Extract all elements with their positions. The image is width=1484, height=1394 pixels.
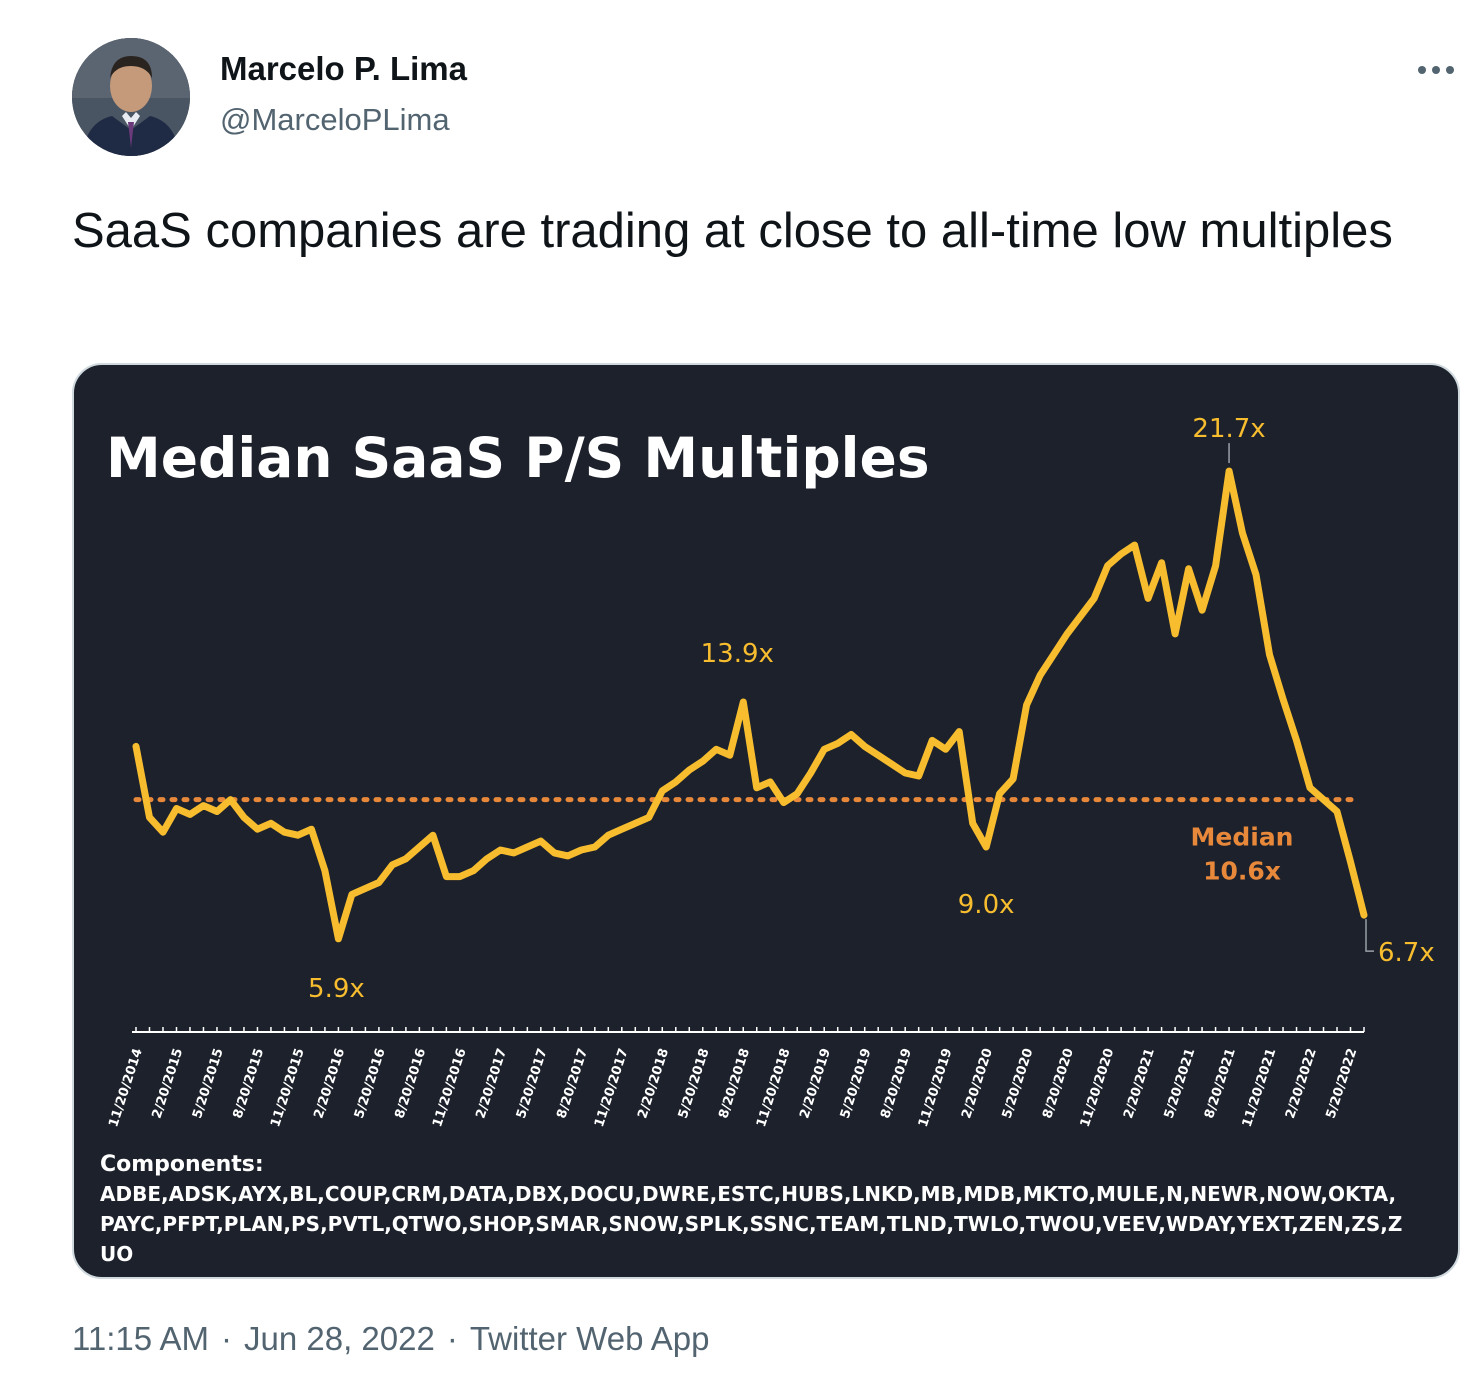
x-tick-label: 5/20/2019	[838, 1047, 875, 1121]
median-label: Median	[1191, 823, 1294, 852]
tweet-media-chart[interactable]: Median SaaS P/S Multiples 5.9x 13.9x 9.0x 2…	[72, 363, 1460, 1279]
x-tick-label: 11/20/2015	[268, 1047, 308, 1129]
x-tick-label: 2/20/2021	[1121, 1047, 1158, 1121]
annotations: 5.9x 13.9x 9.0x 21.7x 6.7x	[308, 414, 1435, 1004]
components-line-3: UO	[100, 1242, 133, 1266]
x-tick-label: 5/20/2018	[676, 1047, 713, 1121]
chart-svg: Median SaaS P/S Multiples 5.9x 13.9x 9.0x 2…	[100, 414, 1435, 1266]
x-tick-label: 8/20/2020	[1040, 1047, 1077, 1121]
components-line-1: ADBE,ADSK,AYX,BL,COUP,CRM,DATA,DBX,DOCU,…	[100, 1182, 1396, 1206]
data-label: 6.7x	[1378, 938, 1435, 968]
chart-title: Median SaaS P/S Multiples	[106, 426, 930, 490]
avatar[interactable]	[72, 38, 190, 156]
x-axis: 11/20/2014 2/20/2015 5/20/2015 8/20/2015 11/…	[106, 1027, 1365, 1129]
x-tick-label: 11/20/2016	[430, 1047, 470, 1129]
x-tick-label: 8/20/2019	[878, 1047, 915, 1121]
x-tick-label: 8/20/2021	[1202, 1047, 1239, 1121]
data-label: 13.9x	[701, 639, 774, 669]
x-tick-label: 2/20/2015	[150, 1047, 187, 1121]
x-tick-label: 11/20/2017	[592, 1047, 632, 1129]
data-label: 21.7x	[1192, 414, 1265, 444]
tweet-meta: 11:15 AM · Jun 28, 2022 · Twitter Web Ap…	[72, 1320, 710, 1358]
x-tick-label: 11/20/2019	[916, 1047, 956, 1129]
x-tick-label: 2/20/2018	[635, 1047, 672, 1121]
avatar-image	[72, 38, 190, 156]
author-name[interactable]: Marcelo P. Lima	[220, 50, 468, 87]
x-tick-label: 5/20/2016	[352, 1047, 389, 1121]
tweet-date[interactable]: Jun 28, 2022	[243, 1320, 435, 1357]
x-tick-label: 8/20/2018	[716, 1047, 753, 1121]
data-label: 9.0x	[958, 890, 1015, 920]
median-value-label: 10.6x	[1203, 857, 1281, 886]
x-tick-label: 2/20/2020	[959, 1047, 996, 1121]
separator-dot: ·	[220, 1320, 232, 1357]
more-horizontal-icon	[1418, 66, 1454, 74]
series-line	[132, 467, 1368, 943]
components-label: Components:	[100, 1152, 264, 1177]
x-tick-label: 5/20/2015	[190, 1047, 227, 1121]
x-tick-label: 11/20/2020	[1078, 1047, 1118, 1129]
x-tick-label: 8/20/2015	[230, 1047, 267, 1121]
x-tick-label: 5/20/2020	[1000, 1047, 1037, 1121]
x-tick-label: 5/20/2017	[514, 1047, 551, 1121]
x-tick-label: 5/20/2021	[1162, 1047, 1199, 1121]
tweet-text: SaaS companies are trading at close to a…	[72, 204, 1393, 258]
author-handle[interactable]: @MarceloPLima	[220, 102, 450, 137]
x-tick-label: 2/20/2017	[473, 1047, 510, 1121]
data-label: 5.9x	[308, 974, 365, 1004]
x-tick-label: 11/20/2014	[106, 1047, 146, 1129]
x-tick-label: 8/20/2017	[554, 1047, 591, 1121]
x-tick-label: 2/20/2022	[1283, 1047, 1320, 1121]
x-tick-label: 2/20/2016	[311, 1047, 348, 1121]
annotation-leader-line	[1365, 919, 1374, 952]
x-tick-label: 11/20/2018	[754, 1047, 794, 1129]
x-tick-label: 8/20/2016	[392, 1047, 429, 1121]
tweet-time[interactable]: 11:15 AM	[72, 1320, 209, 1357]
x-tick-label: 2/20/2019	[797, 1047, 834, 1121]
components-line-2: PAYC,PFPT,PLAN,PS,PVTL,QTWO,SHOP,SMAR,SN…	[100, 1212, 1402, 1236]
separator-dot: ·	[446, 1320, 458, 1357]
more-options-button[interactable]	[1410, 50, 1462, 90]
tweet-source[interactable]: Twitter Web App	[469, 1320, 710, 1357]
x-tick-label: 5/20/2022	[1324, 1047, 1361, 1121]
x-tick-label: 11/20/2021	[1240, 1047, 1280, 1129]
